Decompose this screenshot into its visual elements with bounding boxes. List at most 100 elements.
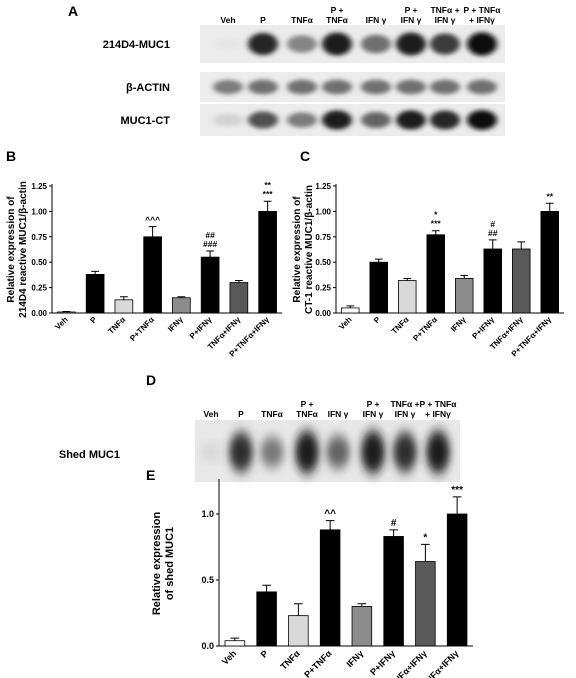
y-tick-label: 0.50 bbox=[315, 258, 331, 267]
significance-label: *** bbox=[263, 189, 274, 199]
y-axis-label: Relative expression of214D4 reactive MUC… bbox=[6, 181, 29, 318]
blot-smear bbox=[326, 435, 350, 469]
blot-smear bbox=[393, 432, 417, 472]
blot-band bbox=[322, 79, 352, 95]
blot-band bbox=[213, 114, 243, 126]
bar-C-0 bbox=[341, 307, 360, 314]
blot-strip-2-label: MUC1-CT bbox=[121, 115, 171, 127]
error-bar bbox=[421, 543, 430, 562]
panel-a-letter: A bbox=[68, 3, 78, 19]
bar-E-5 bbox=[383, 536, 404, 647]
error-bar bbox=[452, 496, 462, 514]
blot-strip-2: MUC1-CT bbox=[121, 104, 505, 136]
panel-a-western-blot: A Veh P TNFα P + TNFα IFN γ P + IFN γ TNFα + IFN … bbox=[68, 3, 505, 136]
y-tick-label: 1.00 bbox=[315, 207, 331, 216]
x-category-label: Veh bbox=[53, 315, 70, 332]
blot-strip-0: 214D4-MUC1 bbox=[103, 25, 505, 63]
error-bar bbox=[545, 202, 554, 212]
panel-a-lane-label: TNFα bbox=[291, 15, 314, 25]
error-bar bbox=[234, 279, 243, 283]
panel-a-blot-strips: 214D4-MUC1 β-ACTIN MUC1-CT bbox=[103, 25, 505, 136]
panel-a-lane-label: P bbox=[260, 15, 266, 25]
blot-band bbox=[361, 111, 391, 129]
panel-d-western-blot: D Veh P TNFα P + TNFα IFN γ P + IFN γ TNFα + IFN … bbox=[59, 372, 460, 482]
blot-band bbox=[322, 32, 352, 56]
x-category-label: IFNγ bbox=[166, 315, 185, 334]
y-axis-label: Relative expression ofCT-1 reactive MUC1… bbox=[292, 185, 315, 314]
panel-a-lane-labels: Veh P TNFα P + TNFα IFN γ P + IFN γ TNFα + IFN γP… bbox=[220, 5, 501, 25]
error-bar bbox=[357, 603, 367, 607]
panel-e-letter: E bbox=[146, 467, 155, 483]
error-bar bbox=[263, 200, 272, 212]
error-bar bbox=[374, 258, 383, 263]
panel-a-lane-label: P + TNFα + IFNγ bbox=[464, 5, 502, 25]
x-category-label: TNFα bbox=[278, 648, 302, 672]
blot-band bbox=[396, 79, 426, 95]
panel-d-lane-labels: Veh P TNFα P + TNFα IFN γ P + IFN γ TNFα + IFN γP… bbox=[203, 399, 457, 419]
blot-band bbox=[430, 33, 460, 55]
blot-smear bbox=[295, 430, 319, 474]
blot-band bbox=[396, 32, 426, 56]
bar-B-7 bbox=[258, 210, 277, 314]
error-bar bbox=[325, 520, 335, 530]
y-tick-label: 0.00 bbox=[315, 309, 331, 318]
bar-E-6 bbox=[415, 561, 436, 647]
bar-B-2 bbox=[114, 299, 134, 314]
x-category-label: Veh bbox=[220, 648, 238, 666]
panel-d-lane-label: TNFα + IFN γ bbox=[390, 399, 419, 419]
error-bar bbox=[389, 529, 398, 537]
blot-band bbox=[361, 79, 391, 95]
bar-E-7 bbox=[446, 513, 468, 647]
blot-strip-1: β-ACTIN bbox=[126, 72, 505, 102]
panel-a-lane-label: P + TNFα bbox=[326, 5, 349, 25]
panel-d-lane-label: P + TNFα bbox=[296, 399, 319, 419]
blot-band bbox=[248, 32, 278, 56]
blot-smear bbox=[260, 437, 284, 467]
significance-label: ** bbox=[546, 191, 553, 201]
bar-B-6 bbox=[229, 282, 249, 314]
significance-label: * bbox=[423, 532, 427, 543]
bar-E-2 bbox=[288, 615, 309, 647]
bar-C-3 bbox=[426, 234, 445, 314]
x-category-label: TNFα bbox=[106, 315, 127, 336]
x-category-label: P+TNFα bbox=[302, 648, 334, 678]
panel-b-letter: B bbox=[6, 148, 16, 164]
significance-label: *** bbox=[451, 485, 463, 496]
error-bar bbox=[206, 250, 215, 258]
panel-d-lane-label: P + IFN γ bbox=[363, 399, 384, 419]
bar-C-2 bbox=[398, 280, 417, 314]
panel-a-lane-label: IFN γ bbox=[366, 15, 387, 25]
blot-band bbox=[213, 37, 243, 51]
significance-label: *** bbox=[431, 219, 442, 229]
x-category-label: P bbox=[259, 648, 270, 659]
significance-label: # bbox=[391, 518, 397, 529]
bar-B-5 bbox=[200, 256, 220, 314]
blot-band bbox=[322, 110, 352, 130]
x-category-label: P+IFNγ bbox=[188, 315, 214, 341]
significance-label: # bbox=[490, 219, 495, 229]
blot-band bbox=[467, 110, 497, 130]
y-axis-label: Relative expressionof shed MUC1 bbox=[151, 512, 176, 616]
bar-C-4 bbox=[455, 278, 474, 314]
panel-a-lane-label: P + IFN γ bbox=[401, 5, 422, 25]
error-bar bbox=[403, 277, 412, 281]
panel-d-blot-strip: Shed MUC1 bbox=[59, 420, 460, 482]
bar-E-3 bbox=[319, 529, 341, 647]
y-tick-label: 0.25 bbox=[315, 284, 331, 293]
bar-C-1 bbox=[369, 261, 388, 314]
blot-band bbox=[287, 112, 317, 128]
x-category-label: IFNγ bbox=[344, 648, 365, 669]
error-bar bbox=[431, 230, 440, 235]
bar-E-1 bbox=[256, 591, 277, 647]
y-tick-label: 0.75 bbox=[31, 233, 47, 242]
x-category-label: P+TNFα bbox=[411, 315, 439, 343]
bar-B-0 bbox=[57, 311, 76, 314]
x-category-label: P bbox=[88, 315, 99, 326]
blot-band bbox=[467, 79, 497, 95]
blot-smear bbox=[426, 430, 450, 474]
blot-band bbox=[287, 79, 317, 95]
significance-label: ^^ bbox=[324, 509, 336, 520]
blot-band bbox=[396, 110, 426, 130]
y-tick-label: 1.25 bbox=[31, 182, 47, 191]
